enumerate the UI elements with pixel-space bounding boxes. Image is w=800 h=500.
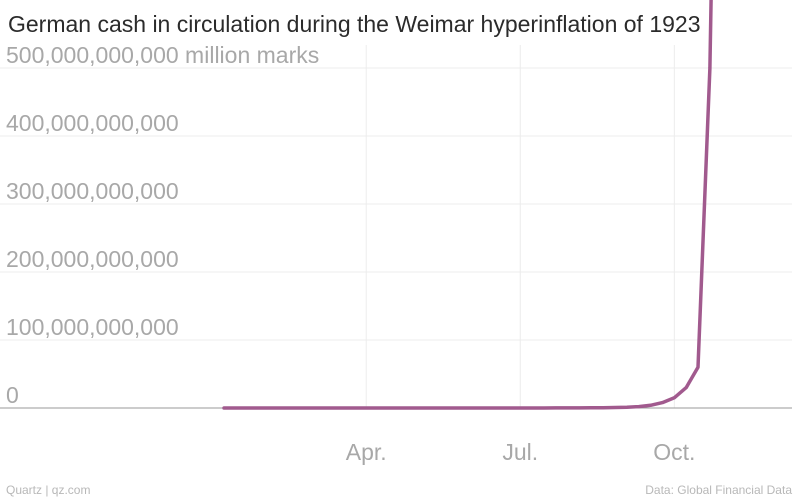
chart-title: German cash in circulation during the We… xyxy=(8,11,701,37)
y-tick-label: 300,000,000,000 xyxy=(6,178,179,204)
credit: Quartz | qz.com xyxy=(6,483,90,497)
y-tick-label: 0 xyxy=(6,382,19,408)
line xyxy=(222,0,713,410)
y-tick-label: 200,000,000,000 xyxy=(6,246,179,272)
y-tick-label: 100,000,000,000 xyxy=(6,314,179,340)
x-tick-label: Apr. xyxy=(346,439,387,465)
x-tick-label: Oct. xyxy=(653,439,695,465)
y-tick-label: 500,000,000,000 million marks xyxy=(6,42,319,68)
x-tick-label: Jul. xyxy=(502,439,538,465)
y-tick-label: 400,000,000,000 xyxy=(6,110,179,136)
source: Data: Global Financial Data xyxy=(645,483,792,497)
